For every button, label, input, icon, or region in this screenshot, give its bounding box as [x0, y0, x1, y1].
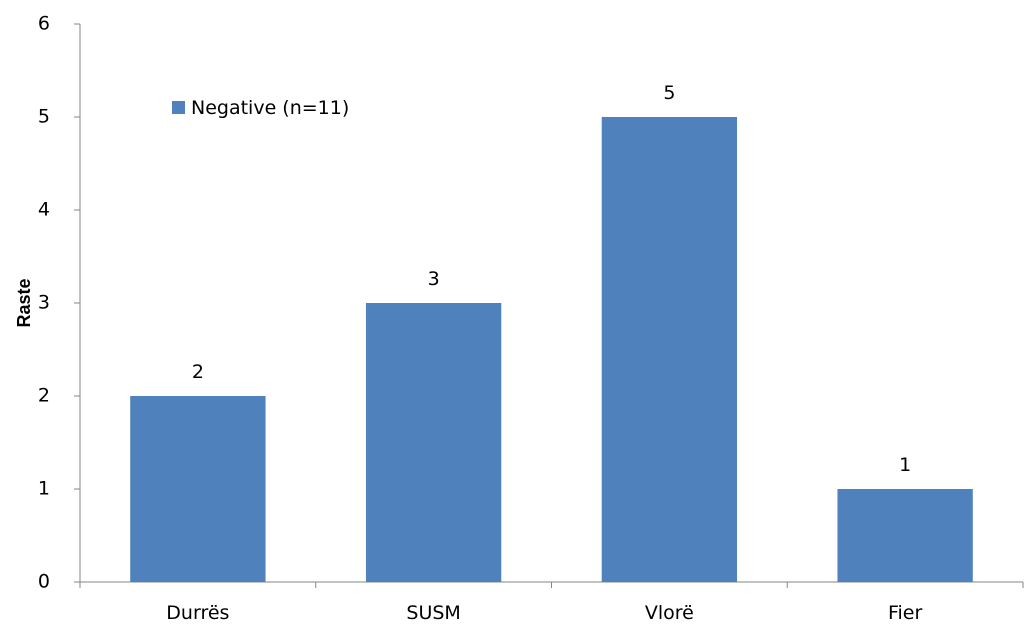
- category-labels: Durrës SUSM Vlorë Fier: [166, 602, 922, 624]
- y-tick-label: 2: [38, 385, 50, 407]
- y-axis-label: Raste: [14, 278, 34, 327]
- bar: [130, 396, 266, 582]
- category-label: SUSM: [406, 602, 460, 624]
- y-tick-label: 0: [38, 571, 50, 593]
- x-axis-ticks: [79, 582, 1024, 588]
- y-tick-label: 3: [38, 292, 50, 314]
- y-tick-label: 6: [38, 13, 50, 35]
- data-label: 5: [663, 82, 675, 104]
- data-labels: 2 3 5 1: [192, 82, 911, 476]
- legend-label: Negative (n=11): [191, 97, 349, 119]
- y-tick-label: 5: [38, 106, 50, 128]
- bar: [365, 303, 502, 582]
- legend-swatch: [172, 101, 185, 114]
- y-tick-label: 1: [38, 478, 50, 500]
- bar: [601, 117, 738, 582]
- bar: [837, 489, 973, 582]
- category-label: Vlorë: [645, 602, 694, 624]
- bar-series: [130, 117, 973, 582]
- legend: Negative (n=11): [172, 97, 349, 119]
- data-label: 3: [428, 268, 440, 290]
- category-label: Durrës: [166, 602, 229, 624]
- y-tick-label: 4: [38, 199, 50, 221]
- data-label: 1: [899, 454, 911, 476]
- category-label: Fier: [888, 602, 923, 624]
- data-label: 2: [192, 361, 204, 383]
- y-axis-ticks: [74, 23, 80, 583]
- y-tick-labels: 0 1 2 3 4 5 6: [38, 13, 50, 593]
